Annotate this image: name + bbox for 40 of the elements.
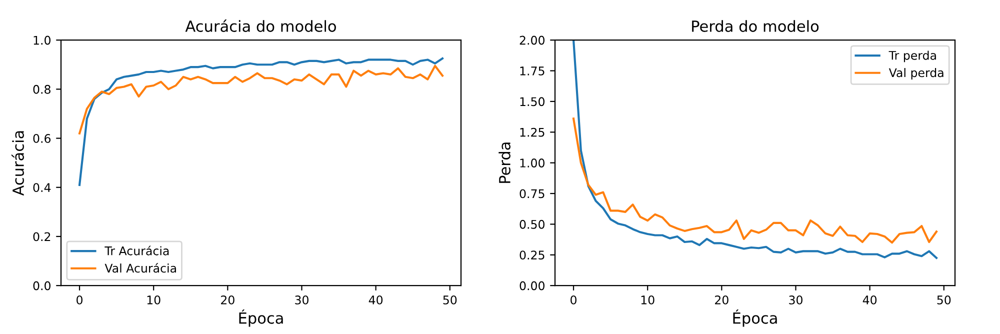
y-tick-label: 1.75: [520, 66, 544, 76]
y-axis-title: Perda: [498, 142, 510, 183]
x-tick-label: 40: [368, 296, 383, 304]
y-axis-title: Acurácia: [12, 131, 24, 196]
line-series: [78, 57, 444, 186]
x-tick-label: 0: [570, 296, 576, 304]
x-tick-label: 0: [76, 296, 82, 304]
x-axis-title: Época: [733, 309, 777, 327]
x-axis-title: Época: [239, 309, 283, 327]
x-tick-label: 50: [937, 296, 951, 304]
y-tick-label: 0.6: [33, 134, 51, 143]
y-tick-label: 0.25: [520, 250, 544, 260]
y-tick-label: 0.2: [33, 232, 50, 242]
x-tick-label: 40: [862, 296, 877, 304]
chart-title: Acurácia do modelo: [185, 20, 336, 32]
x-tick-label: 20: [221, 296, 234, 304]
legend-label: Tr Acurácia: [104, 246, 169, 256]
y-tick-label: 0.50: [520, 220, 544, 229]
line-series: [572, 118, 938, 244]
line-series: [78, 64, 444, 134]
legend-label: Val perda: [888, 68, 944, 80]
y-tick-label: 1.0: [34, 36, 50, 45]
legend-label: Val Acurácia: [104, 263, 176, 273]
y-tick-label: 1.00: [520, 158, 544, 168]
y-tick-label: 1.25: [520, 128, 544, 137]
x-tick-label: 50: [443, 296, 457, 304]
x-tick-label: 20: [715, 296, 728, 304]
y-tick-label: 0.0: [33, 281, 50, 290]
y-tick-label: 0.8: [33, 84, 50, 94]
x-tick-label: 10: [641, 296, 654, 304]
y-tick-label: 0.4: [33, 183, 51, 192]
y-tick-label: 1.50: [520, 97, 544, 106]
x-tick-label: 30: [295, 296, 308, 304]
chart-title: Perda do modelo: [692, 20, 819, 32]
y-tick-label: 0.00: [520, 281, 544, 290]
legend-label: Tr perda: [888, 50, 936, 62]
y-tick-label: 2.00: [520, 36, 544, 45]
x-tick-label: 30: [789, 296, 802, 304]
y-tick-label: 0.75: [520, 189, 544, 198]
x-tick-label: 10: [147, 296, 160, 304]
